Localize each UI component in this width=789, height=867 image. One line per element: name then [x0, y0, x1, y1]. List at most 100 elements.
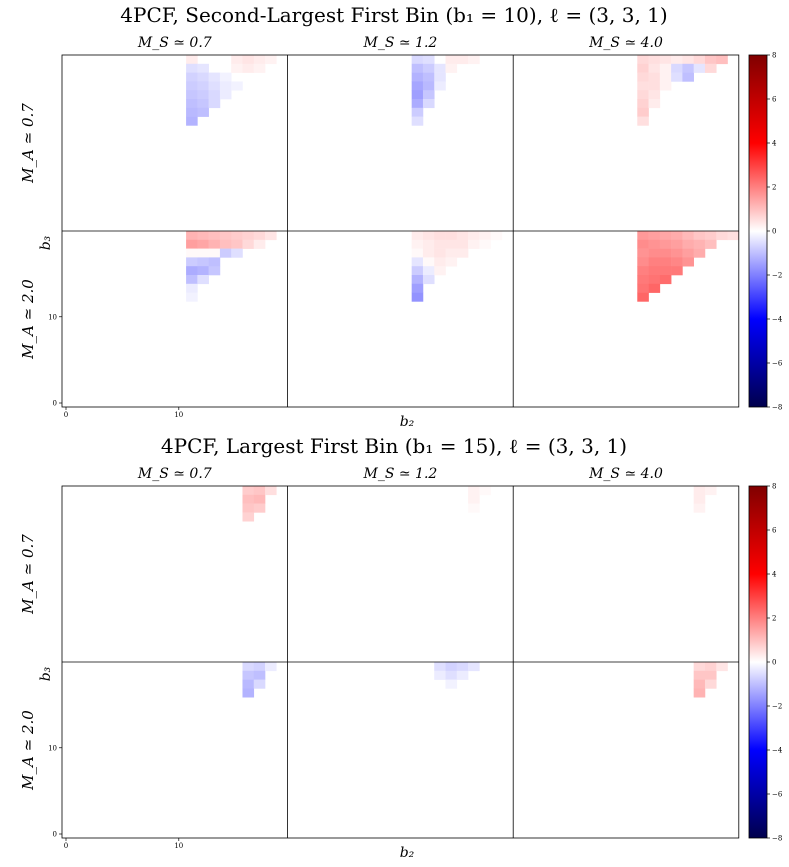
heatmap-cell	[186, 55, 198, 65]
heatmap-cell	[637, 55, 649, 65]
heatmap-cell	[219, 239, 232, 249]
heatmap-cell	[682, 55, 694, 65]
heatmap-cell	[659, 231, 672, 241]
heatmap-cell	[253, 239, 266, 249]
heatmap-cell	[208, 81, 221, 91]
heatmap-cell	[231, 63, 243, 73]
heatmap-cell	[253, 63, 266, 73]
heatmap-cell	[659, 275, 672, 285]
heatmap-cell	[411, 239, 424, 249]
heatmap-cell	[445, 63, 458, 73]
heatmap-cell	[422, 81, 435, 91]
heatmap-cell	[411, 99, 424, 109]
heatmap-cell	[445, 257, 458, 267]
heatmap-cell	[704, 679, 717, 689]
heatmap-cell	[648, 99, 661, 109]
heatmap-cell	[197, 257, 209, 267]
heatmap-cell	[242, 662, 255, 672]
colorbar-tick-label: 6	[772, 96, 777, 104]
heatmap-cell	[231, 81, 243, 91]
heatmap-cell	[704, 486, 717, 496]
heatmap-cell	[197, 248, 209, 258]
heatmap-cell	[682, 231, 694, 241]
heatmap-cell	[659, 257, 672, 267]
heatmap-cell	[648, 81, 661, 91]
heatmap-cell	[186, 231, 198, 241]
heatmap-cell	[411, 283, 424, 293]
heatmap-cell	[208, 90, 221, 100]
column-label: M_S ≃ 1.2	[362, 35, 437, 51]
heatmap-cell	[208, 99, 221, 109]
y-tick-label: 0	[53, 400, 57, 408]
heatmap-cell	[648, 257, 661, 267]
heatmap-cell	[648, 55, 661, 65]
heatmap-cell	[242, 55, 255, 65]
heatmap-cell	[659, 81, 672, 91]
heatmap-cell	[671, 72, 683, 82]
heatmap-cell	[693, 239, 706, 249]
column-label: M_S ≃ 4.0	[588, 35, 663, 51]
colorbar-tick-label: 2	[772, 615, 776, 623]
colorbar-tick-label: −4	[772, 316, 783, 324]
y-axis-label: b₃	[38, 666, 54, 681]
heatmap-cell	[456, 55, 469, 65]
heatmap-cell	[682, 248, 694, 258]
heatmap-cell	[434, 81, 446, 91]
heatmap-cell	[186, 107, 198, 117]
heatmap-cell	[648, 275, 661, 285]
row-label: M_A ≃ 2.0	[19, 279, 37, 360]
heatmap-cell	[231, 248, 243, 258]
heatmap-cell	[693, 503, 706, 513]
heatmap-cell	[253, 503, 266, 513]
heatmap-cell	[422, 90, 435, 100]
heatmap-cell	[242, 63, 255, 73]
x-axis-label: b₂	[400, 414, 415, 430]
heatmap-cell	[468, 55, 480, 65]
heatmap-cell	[637, 248, 649, 258]
heatmap-cell	[693, 679, 706, 689]
heatmap-cell	[693, 494, 706, 504]
colorbar-tick-label: −2	[772, 272, 782, 280]
heatmap-cell	[208, 266, 221, 276]
colorbar-tick-label: 6	[772, 527, 777, 535]
heatmap-cell	[445, 231, 458, 241]
heatmap-cell	[468, 239, 480, 249]
heatmap-cell	[242, 503, 255, 513]
heatmap-cell	[434, 662, 446, 672]
heatmap-cell	[671, 231, 683, 241]
heatmap-cell	[659, 248, 672, 258]
heatmap-cell	[637, 231, 649, 241]
heatmap-cell	[186, 99, 198, 109]
y-tick-label: 10	[48, 313, 57, 321]
heatmap-cell	[445, 55, 458, 65]
heatmap-cell	[411, 107, 424, 117]
heatmap-cell	[648, 72, 661, 82]
heatmap-cell	[637, 266, 649, 276]
heatmap-cell	[265, 231, 277, 241]
heatmap-cell	[468, 662, 480, 672]
row-label: M_A ≃ 0.7	[19, 534, 37, 615]
colorbar-tick-label: 4	[772, 140, 777, 148]
heatmap-cell	[434, 231, 446, 241]
colorbar-tick-label: 8	[772, 483, 776, 491]
heatmap-cell	[637, 99, 649, 109]
heatmap-cell	[704, 63, 717, 73]
heatmap-cell	[208, 239, 221, 249]
heatmap-cell	[637, 107, 649, 117]
heatmap-cell	[422, 63, 435, 73]
heatmap-cell	[704, 239, 717, 249]
heatmap-cell	[242, 512, 255, 522]
x-axis-label: b₂	[400, 845, 415, 861]
heatmap-cell	[242, 239, 255, 249]
heatmap-cell	[197, 72, 209, 82]
heatmap-cell	[434, 266, 446, 276]
heatmap-cell	[490, 231, 503, 241]
heatmap-cell	[411, 81, 424, 91]
heatmap-cell	[445, 670, 458, 680]
heatmap-cell	[693, 688, 706, 698]
heatmap-cell	[434, 257, 446, 267]
heatmap-cell	[411, 90, 424, 100]
heatmap-cell	[716, 55, 728, 65]
heatmap-cell	[422, 275, 435, 285]
